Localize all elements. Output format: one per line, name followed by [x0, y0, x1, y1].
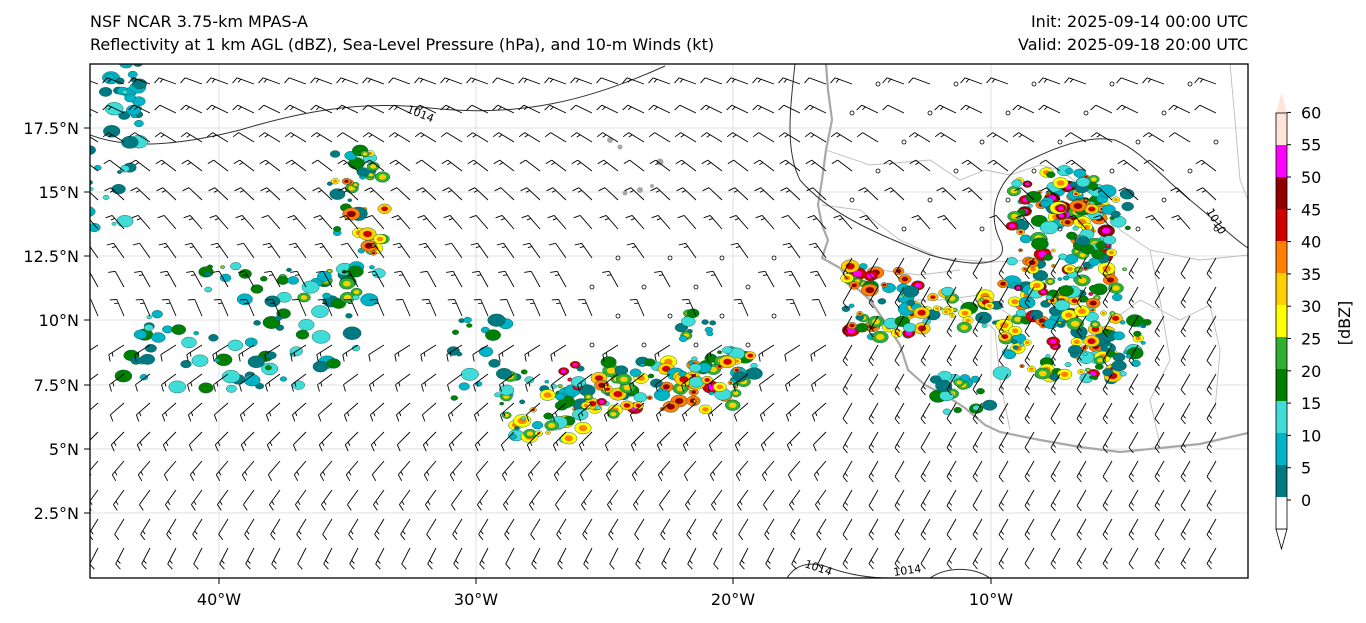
colorbar-segment: [1276, 273, 1287, 305]
isobars: [90, 64, 1248, 578]
colorbar-tick-label: 60: [1301, 103, 1321, 122]
chart-title: NSF NCAR 3.75-km MPAS-A: [90, 12, 308, 31]
lat-tick-label: 5°N: [49, 440, 79, 459]
lat-tick-label: 15°N: [39, 183, 79, 202]
map-frame: [89, 63, 1249, 579]
colorbar-tick-label: 50: [1301, 168, 1321, 187]
colorbar-extend-low: [1275, 528, 1288, 551]
colorbar-tick-label: 0: [1301, 491, 1311, 510]
lat-tick-label: 12.5°N: [23, 247, 79, 266]
colorbar-segment: [1276, 497, 1287, 529]
colorbar: 0 5 10 15 20 25 30 35 40 45 50 55 60: [1275, 93, 1321, 551]
lon-tick-label: 30°W: [454, 590, 498, 609]
colorbar-segment: [1276, 305, 1287, 337]
lon-tick-label: 20°W: [711, 590, 755, 609]
colorbar-segment: [1276, 369, 1287, 401]
chart-subtitle: Reflectivity at 1 km AGL (dBZ), Sea-Leve…: [90, 35, 715, 54]
cape-verde-islands: [607, 137, 664, 196]
colorbar-tick-label: 5: [1301, 459, 1311, 478]
colorbar-segment: [1276, 433, 1287, 465]
colorbar-segment: [1276, 177, 1287, 209]
lat-tick-label: 7.5°N: [34, 376, 79, 395]
lat-tick-label: 10°N: [39, 311, 79, 330]
colorbar-tick-label: 20: [1301, 362, 1321, 381]
colorbar-tick-label: 40: [1301, 233, 1321, 252]
lat-tick-label: 17.5°N: [23, 119, 79, 138]
colorbar-tick-label: 15: [1301, 394, 1321, 413]
colorbar-segment: [1276, 401, 1287, 433]
colorbar-tick-label: 35: [1301, 265, 1321, 284]
colorbar-extend-high: [1276, 93, 1287, 145]
lon-tick-label: 40°W: [197, 590, 241, 609]
colorbar-tick-label: 25: [1301, 330, 1321, 349]
colorbar-segment: [1276, 241, 1287, 273]
colorbar-segment: [1276, 337, 1287, 369]
colorbar-tick-label: 10: [1301, 426, 1321, 445]
valid-time: Valid: 2025-09-18 20:00 UTC: [1017, 35, 1248, 54]
colorbar-label: [dBZ]: [1335, 301, 1354, 346]
colorbar-segment: [1276, 465, 1287, 497]
init-time: Init: 2025-09-14 00:00 UTC: [1030, 12, 1248, 31]
colorbar-tick-label: 55: [1301, 136, 1321, 155]
colorbar-tick-label: 45: [1301, 200, 1321, 219]
reflectivity-field: [90, 64, 1152, 445]
colorbar-segment: [1276, 145, 1287, 177]
lon-tick-label: 10°W: [969, 590, 1013, 609]
lat-tick-label: 2.5°N: [34, 504, 79, 523]
colorbar-tick-label: 30: [1301, 297, 1321, 316]
isobar-label: 1014: [893, 562, 923, 579]
colorbar-segment: [1276, 209, 1287, 241]
